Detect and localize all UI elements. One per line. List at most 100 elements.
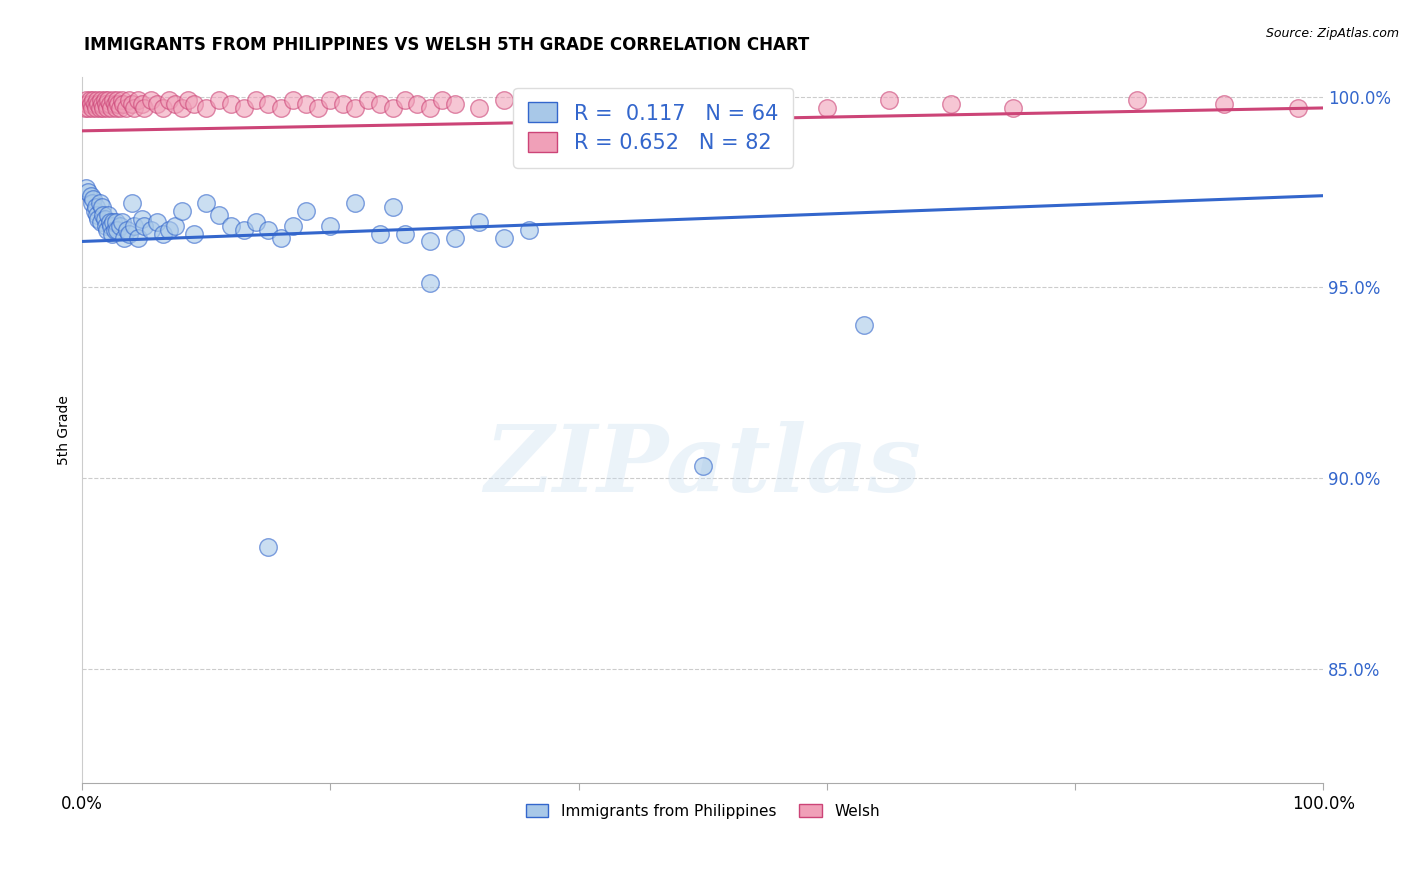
Point [139, 93, 162, 107]
Point [208, 208, 231, 222]
Point [232, 223, 254, 237]
Point [90, 215, 112, 229]
Point [307, 101, 329, 115]
Point [97, 208, 120, 222]
Point [108, 101, 131, 115]
Point [443, 230, 465, 244]
Point [93, 101, 115, 115]
Point [183, 97, 205, 112]
Point [468, 215, 491, 229]
Point [105, 93, 128, 107]
Point [381, 200, 404, 214]
Point [114, 230, 136, 244]
Point [82, 196, 104, 211]
Point [152, 227, 174, 241]
Point [89, 196, 111, 211]
Point [77, 101, 100, 115]
Point [139, 223, 162, 237]
Point [294, 203, 316, 218]
Point [257, 97, 280, 112]
Point [177, 93, 200, 107]
Point [84, 200, 107, 214]
Point [517, 97, 540, 112]
Point [145, 215, 167, 229]
Point [443, 97, 465, 112]
Point [381, 101, 404, 115]
Point [1286, 101, 1309, 115]
Point [91, 200, 114, 214]
Point [127, 230, 149, 244]
Point [96, 223, 118, 237]
Point [94, 219, 117, 234]
Point [83, 203, 105, 218]
Point [419, 235, 441, 249]
Point [1001, 101, 1024, 115]
Point [245, 93, 267, 107]
Point [75, 93, 97, 107]
Point [494, 93, 516, 107]
Point [494, 230, 516, 244]
Point [219, 97, 242, 112]
Point [853, 318, 876, 333]
Point [134, 219, 156, 234]
Point [332, 97, 354, 112]
Point [96, 101, 118, 115]
Point [939, 97, 962, 112]
Point [283, 93, 305, 107]
Point [257, 223, 280, 237]
Point [170, 101, 193, 115]
Point [87, 97, 110, 112]
Point [419, 277, 441, 291]
Point [517, 223, 540, 237]
Point [111, 215, 134, 229]
Point [124, 101, 146, 115]
Point [82, 93, 104, 107]
Point [344, 196, 367, 211]
Point [543, 101, 565, 115]
Point [98, 215, 121, 229]
Point [103, 215, 125, 229]
Point [716, 93, 738, 107]
Point [94, 97, 117, 112]
Point [100, 219, 122, 234]
Point [75, 181, 97, 195]
Point [87, 211, 110, 226]
Point [107, 97, 129, 112]
Point [1126, 93, 1149, 107]
Point [84, 101, 107, 115]
Point [319, 219, 342, 234]
Point [232, 101, 254, 115]
Point [103, 223, 125, 237]
Point [641, 97, 664, 112]
Point [1212, 97, 1234, 112]
Point [89, 101, 111, 115]
Point [208, 93, 231, 107]
Point [357, 93, 380, 107]
Point [319, 93, 342, 107]
Point [157, 93, 180, 107]
Point [124, 219, 146, 234]
Point [118, 227, 141, 241]
Point [157, 223, 180, 237]
Point [270, 101, 292, 115]
Point [344, 101, 367, 115]
Point [103, 97, 125, 112]
Point [82, 193, 104, 207]
Point [430, 93, 453, 107]
Point [134, 101, 156, 115]
Legend: Immigrants from Philippines, Welsh: Immigrants from Philippines, Welsh [519, 797, 886, 825]
Point [877, 93, 900, 107]
Point [679, 101, 702, 115]
Point [394, 93, 416, 107]
Point [165, 219, 187, 234]
Point [815, 101, 838, 115]
Point [112, 97, 135, 112]
Point [86, 93, 108, 107]
Point [294, 97, 316, 112]
Point [118, 93, 141, 107]
Point [98, 97, 121, 112]
Point [692, 459, 714, 474]
Point [73, 101, 96, 115]
Point [468, 101, 491, 115]
Point [257, 540, 280, 554]
